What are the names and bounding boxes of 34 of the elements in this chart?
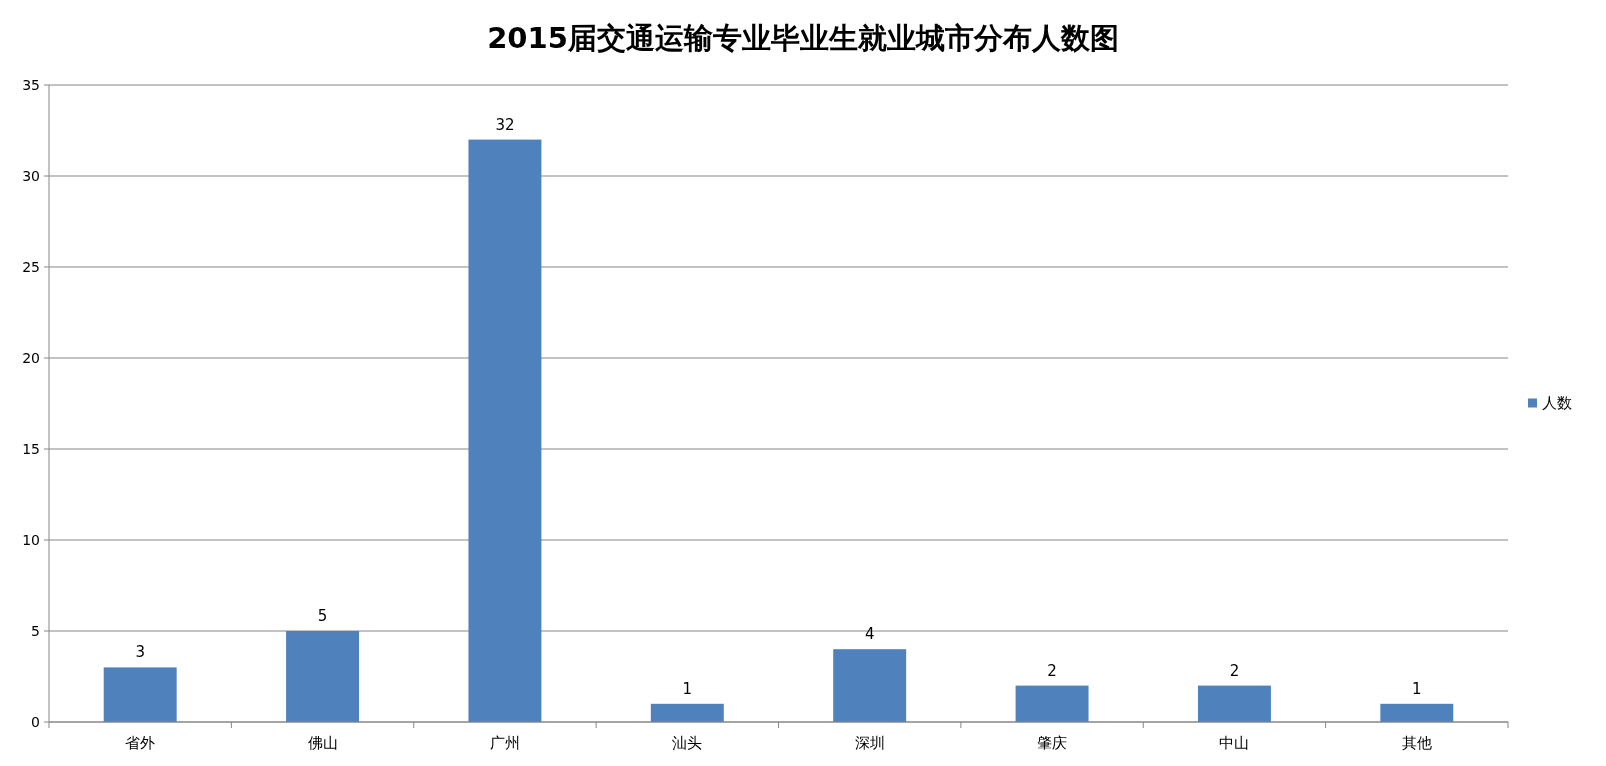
bar — [1380, 703, 1454, 722]
data-label: 1 — [1412, 679, 1422, 698]
x-tick-label: 佛山 — [307, 734, 338, 752]
x-tick-label: 广州 — [489, 734, 520, 752]
data-label: 32 — [495, 115, 515, 134]
y-tick-label: 10 — [22, 532, 40, 548]
legend-label: 人数 — [1542, 393, 1572, 412]
bar — [1015, 685, 1089, 722]
data-label: 5 — [317, 607, 328, 625]
x-tick-label: 省外 — [125, 734, 156, 752]
bar — [1197, 685, 1271, 722]
x-tick-label: 其他 — [1401, 734, 1432, 752]
x-tick-label: 汕头 — [672, 734, 703, 752]
data-label: 1 — [682, 679, 693, 698]
y-tick-label: 30 — [22, 168, 40, 184]
data-label: 4 — [864, 625, 875, 644]
x-tick-label: 中山 — [1219, 734, 1250, 752]
bar — [833, 649, 907, 722]
data-label: 2 — [1229, 661, 1240, 680]
chart-title: 2015届交通运输专业毕业生就业城市分布人数图 — [487, 21, 1119, 55]
bar — [103, 667, 177, 722]
data-label: 2 — [1047, 661, 1057, 680]
y-tick-label: 35 — [22, 77, 40, 93]
x-tick-label: 肇庆 — [1037, 734, 1068, 752]
y-tick-label: 15 — [22, 441, 40, 457]
y-tick-label: 20 — [22, 350, 40, 366]
bar — [468, 139, 542, 722]
bar — [286, 631, 360, 722]
y-tick-label: 5 — [31, 623, 40, 639]
x-tick-label: 深圳 — [854, 734, 885, 752]
y-tick-label: 0 — [31, 714, 40, 730]
bar — [650, 703, 724, 722]
y-tick-label: 25 — [22, 259, 40, 275]
data-label: 3 — [135, 643, 145, 662]
